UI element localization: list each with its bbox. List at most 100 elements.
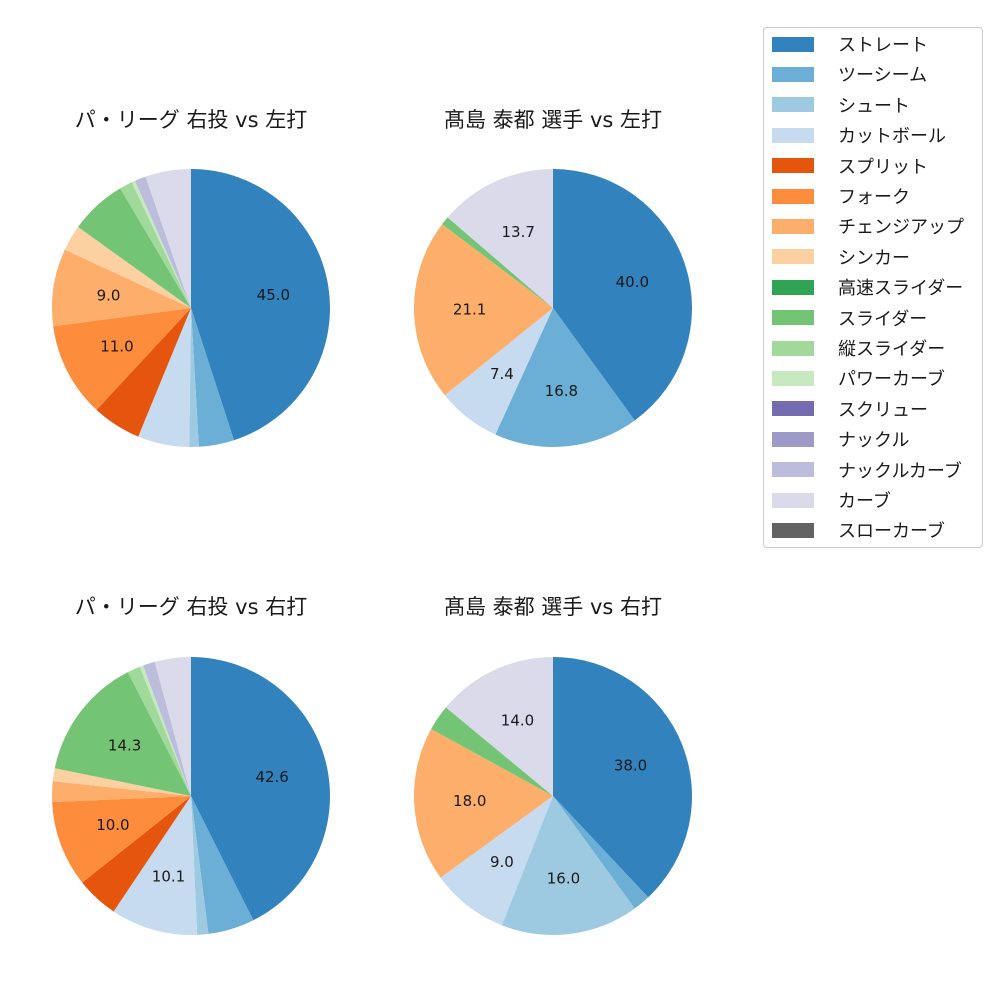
pie-slice	[495, 308, 635, 447]
panel-title-bottom-left: パ・リーグ 右投 vs 右打	[74, 595, 308, 619]
pie-slice	[191, 169, 330, 441]
legend-swatch	[772, 127, 814, 143]
pie-slice	[154, 657, 191, 796]
legend: ストレートツーシームシュートカットボール スプリットフォークチェンジアップ シンカー…	[763, 27, 983, 548]
legend-label: ナックル	[838, 430, 910, 452]
pie-slice	[191, 657, 331, 921]
legend-swatch	[772, 492, 814, 508]
legend-item: パワーカーブ	[772, 366, 945, 390]
slice-value-label: 21.1	[453, 300, 486, 318]
pie-slice	[51, 781, 191, 803]
panel-title-top-left: パ・リーグ 右投 vs 左打	[74, 108, 308, 132]
pie-slice	[52, 796, 191, 883]
pie-slice	[139, 665, 191, 796]
legend-item: 高速スライダー	[772, 275, 963, 299]
legend-label: カットボール	[838, 126, 946, 148]
pie-slice	[191, 796, 254, 934]
legend-label: シンカー	[838, 247, 910, 269]
pie-slice	[54, 672, 192, 796]
pie-slice	[444, 308, 553, 435]
legend-item: カーブ	[772, 488, 891, 512]
legend-swatch	[772, 97, 814, 113]
pie-slice	[501, 796, 635, 936]
legend-label: スクリュー	[838, 399, 928, 421]
legend-swatch	[772, 340, 814, 356]
legend-item: 縦スライダー	[772, 336, 945, 360]
pie-slice	[96, 308, 191, 437]
legend-label: スプリット	[838, 156, 928, 178]
panel-title-top-right: 髙島 泰都 選手 vs 左打	[443, 108, 663, 132]
legend-item: スライダー	[772, 306, 927, 330]
pie-slice	[191, 796, 209, 935]
legend-item: シュート	[772, 93, 910, 117]
legend-swatch	[772, 188, 814, 204]
slice-value-label: 42.6	[255, 768, 288, 786]
pie-slice	[143, 661, 191, 796]
slice-value-label: 18.0	[453, 792, 486, 810]
pie-slice	[53, 308, 192, 410]
pie-slice	[120, 182, 191, 308]
pie-slice	[78, 188, 191, 308]
legend-swatch	[772, 249, 814, 265]
pie-slice	[82, 796, 191, 912]
pie-slice	[431, 707, 553, 796]
pie-slice	[414, 729, 553, 878]
legend-label: スローカーブ	[838, 521, 945, 543]
legend-swatch	[772, 218, 814, 234]
pie-slice	[440, 796, 553, 926]
pie-slice	[553, 657, 693, 898]
slice-value-label: 14.3	[108, 737, 141, 755]
legend-swatch	[772, 522, 814, 538]
pie-slice	[51, 249, 191, 327]
legend-label: ストレート	[838, 35, 928, 56]
slice-value-label: 10.0	[96, 816, 129, 834]
slice-value-label: 38.0	[614, 756, 647, 774]
legend-swatch	[772, 370, 814, 386]
legend-label: 高速スライダー	[838, 278, 964, 300]
pie-slice	[553, 169, 693, 421]
slice-value-label: 45.0	[257, 286, 290, 304]
slice-value-label: 40.0	[616, 273, 649, 291]
slice-value-label: 16.0	[547, 870, 580, 888]
legend-label: 縦スライダー	[838, 339, 946, 360]
slice-value-label: 14.0	[501, 712, 534, 730]
legend-item: ストレート	[772, 32, 928, 56]
legend-swatch	[772, 36, 814, 52]
legend-swatch	[772, 158, 814, 174]
legend-swatch	[772, 310, 814, 326]
pie-slice	[113, 796, 198, 936]
legend-item: フォーク	[772, 184, 910, 208]
legend-item: ナックルカーブ	[772, 458, 962, 482]
pie-slice	[127, 666, 191, 796]
legend-label: ツーシーム	[838, 65, 928, 87]
legend-item: チェンジアップ	[772, 214, 964, 238]
pie-chart: 45.0 11.0 9.0	[51, 169, 330, 447]
pie-slice	[64, 227, 191, 308]
legend-swatch	[772, 462, 814, 478]
legend-swatch	[772, 279, 814, 295]
pie-slice	[442, 217, 553, 308]
legend-label: チェンジアップ	[838, 217, 964, 239]
slice-value-label: 7.4	[490, 365, 514, 383]
pie-slice	[447, 169, 553, 308]
legend-swatch	[772, 431, 814, 447]
pie-slice	[134, 176, 191, 308]
legend-item: ツーシーム	[772, 62, 927, 86]
pie-slice	[131, 180, 191, 308]
pie-slice	[414, 224, 553, 396]
legend-item: スプリット	[772, 154, 928, 178]
legend-label: フォーク	[838, 187, 910, 208]
legend-swatch	[772, 401, 814, 417]
legend-item: スローカーブ	[772, 518, 945, 542]
legend-item: スクリュー	[772, 397, 928, 421]
legend-swatch	[772, 66, 814, 82]
legend-item: カットボール	[772, 123, 946, 147]
slice-value-label: 9.0	[97, 286, 121, 304]
pie-slice	[553, 796, 649, 909]
pie-chart: 42.6 10.1 10.0 14.3	[51, 657, 331, 936]
pie-slice	[191, 308, 234, 447]
pie-slice	[138, 308, 191, 447]
pie-chart: 38.0 16.0 9.0 18.0 14.0	[414, 657, 693, 936]
legend-label: スライダー	[838, 308, 928, 330]
